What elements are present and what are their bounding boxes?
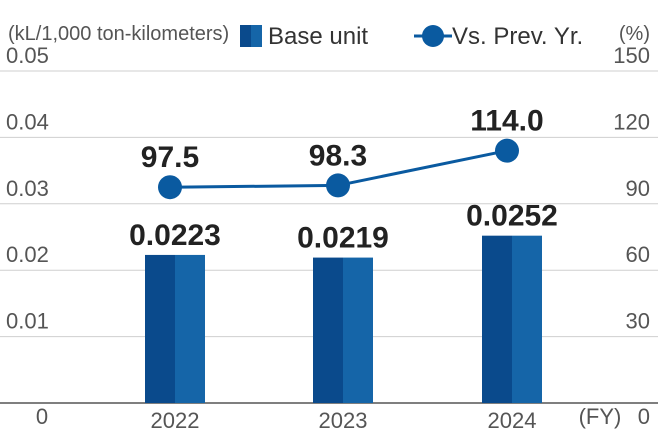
right-tick-label: 0 xyxy=(638,404,650,429)
left-tick-label: 0 xyxy=(36,404,48,429)
bar-highlight xyxy=(175,254,205,403)
line-point xyxy=(326,173,350,198)
legend-bar-label: Base unit xyxy=(268,23,368,50)
left-tick-label: 0.02 xyxy=(6,242,49,267)
bar-data-label: 0.0223 xyxy=(129,219,221,252)
x-axis-unit: (FY) xyxy=(579,404,622,429)
bar-highlight xyxy=(343,257,373,403)
left-tick-label: 0.05 xyxy=(6,43,49,68)
x-tick-label: 2024 xyxy=(488,408,537,433)
line-data-label: 114.0 xyxy=(470,105,543,138)
legend-line-label: Vs. Prev. Yr. xyxy=(452,23,583,50)
axis-ticks: 0 0 0.01 30 0.02 60 0.03 90 0.04 120 0.05 150 2022 20… xyxy=(6,43,650,433)
right-tick-label: 120 xyxy=(613,109,650,134)
legend-bar-swatch-light xyxy=(251,25,262,47)
line-series: 97.5 98.3 114.0 xyxy=(141,105,544,200)
right-tick-label: 150 xyxy=(613,43,650,68)
right-tick-label: 30 xyxy=(626,309,650,334)
right-tick-label: 90 xyxy=(626,176,650,201)
right-axis-unit: (%) xyxy=(619,23,650,45)
line-point xyxy=(158,175,182,200)
left-tick-label: 0.01 xyxy=(6,309,49,334)
bar xyxy=(482,235,512,403)
bar-data-label: 0.0219 xyxy=(297,222,389,255)
bar-series: 0.0223 0.0219 0.0252 xyxy=(129,200,558,403)
line-data-label: 98.3 xyxy=(309,139,367,172)
bar xyxy=(145,254,175,403)
x-tick-label: 2023 xyxy=(319,408,368,433)
right-tick-label: 60 xyxy=(626,242,650,267)
bar-highlight xyxy=(512,235,542,403)
bar xyxy=(313,257,343,403)
line-data-label: 97.5 xyxy=(141,141,199,174)
bar-data-label: 0.0252 xyxy=(466,200,558,233)
x-tick-label: 2022 xyxy=(151,408,200,433)
left-tick-label: 0.03 xyxy=(6,176,49,201)
line-point xyxy=(495,138,519,163)
left-tick-label: 0.04 xyxy=(6,109,49,134)
left-axis-unit: (kL/1,000 ton-kilometers) xyxy=(8,23,229,45)
legend-line-marker xyxy=(422,25,444,47)
